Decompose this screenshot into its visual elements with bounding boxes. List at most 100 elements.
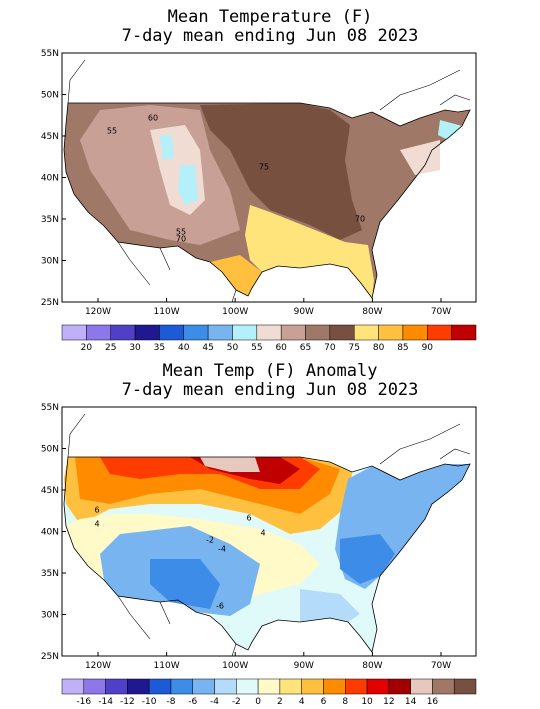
shaded-region: [150, 559, 220, 609]
colorbar-label: -8: [166, 697, 175, 707]
lat-label: 30N: [41, 611, 59, 621]
lon-label: 80W: [362, 307, 382, 317]
contour-label: 55: [107, 127, 117, 136]
lon-label: 100W: [222, 307, 248, 317]
lat-label: 25N: [41, 652, 59, 662]
contour-label: 75: [259, 163, 269, 172]
shaded-region: [300, 589, 360, 622]
colorbar-swatch: [86, 324, 111, 341]
contour-label: 4: [260, 529, 265, 538]
colorbar-label: -12: [120, 697, 135, 707]
colorbar-label: 0: [255, 697, 261, 707]
colorbar-label: 30: [129, 343, 141, 353]
contour-label: -4: [218, 545, 226, 554]
shaded-region: [80, 105, 240, 245]
colorbar-label: 4: [299, 697, 305, 707]
lon-label: 70W: [431, 661, 451, 671]
colorbar-label: 35: [154, 343, 165, 353]
colorbar-swatch: [183, 324, 209, 341]
lat-label: 50N: [41, 91, 59, 101]
colorbar-swatch: [427, 324, 452, 341]
colorbar-swatch: [402, 324, 428, 341]
colorbar-swatch: [214, 678, 237, 695]
contour-label: 70: [355, 215, 365, 224]
lon-label: 80W: [362, 661, 382, 671]
lat-label: 45N: [41, 132, 59, 142]
shaded-region: [178, 165, 198, 205]
colorbar-swatch: [236, 678, 259, 695]
colorbar-label: -4: [210, 697, 219, 707]
lat-label: 40N: [41, 174, 59, 184]
colorbar-swatch: [432, 678, 455, 695]
colorbar-label: 10: [361, 697, 373, 707]
mexico-coast: [117, 595, 237, 656]
colorbar-label: 50: [227, 343, 239, 353]
shaded-region: [438, 120, 462, 140]
colorbar-label: 70: [324, 343, 336, 353]
colorbar-label: 16: [427, 697, 439, 707]
colorbar-label: 65: [300, 343, 311, 353]
lon-label: 120W: [85, 661, 111, 671]
colorbar-swatch: [410, 678, 433, 695]
shaded-region: [340, 534, 395, 584]
us-outline: [63, 102, 471, 299]
colorbar-swatch: [134, 324, 160, 341]
colorbar-label: 12: [383, 697, 394, 707]
panel: Mean Temperature (F)7-day mean ending Ju…: [41, 7, 477, 353]
colorbar-label: -6: [188, 697, 197, 707]
colorbar-swatch: [301, 678, 324, 695]
colorbar-swatch: [110, 324, 136, 341]
colorbar-label: 75: [349, 343, 360, 353]
lat-label: 35N: [41, 215, 59, 225]
colorbar-swatch: [192, 678, 215, 695]
colorbar-swatch: [378, 324, 404, 341]
lat-label: 45N: [41, 486, 59, 496]
contour-label: 6: [246, 514, 251, 523]
colorbar-label: 25: [105, 343, 116, 353]
colorbar-swatch: [366, 678, 390, 695]
colorbar-label: 60: [275, 343, 287, 353]
lon-label: 100W: [222, 661, 248, 671]
lon-label: 90W: [294, 661, 314, 671]
colorbar-swatch: [345, 678, 368, 695]
colorbar-swatch: [83, 678, 106, 695]
colorbar-label: 2: [277, 697, 283, 707]
colorbar-label: 14: [405, 697, 417, 707]
panel-title: Mean Temp (F) Anomaly: [163, 361, 378, 381]
panel-title: Mean Temperature (F): [168, 7, 373, 27]
colorbar-swatch: [323, 678, 346, 695]
colorbar-swatch: [232, 324, 258, 341]
colorbar-label: 6: [321, 697, 327, 707]
shaded-region: [400, 140, 440, 175]
contour-label: 70: [176, 235, 186, 244]
colorbar-label: 85: [397, 343, 408, 353]
colorbar-swatch: [329, 324, 355, 341]
us-outline: [63, 456, 471, 653]
colorbar-swatch: [256, 324, 282, 341]
canada-coast: [67, 413, 471, 465]
contour-label: 55: [176, 228, 186, 237]
lat-label: 50N: [41, 445, 59, 455]
colorbar-label: -14: [98, 697, 113, 707]
panel-subtitle: 7-day mean ending Jun 08 2023: [122, 380, 419, 400]
colorbar-label: 80: [373, 343, 385, 353]
contour-label: -6: [216, 602, 224, 611]
colorbar-swatch: [388, 678, 411, 695]
colorbar-label: -16: [76, 697, 91, 707]
shaded-region: [200, 457, 260, 472]
colorbar-swatch: [127, 678, 150, 695]
shaded-region: [200, 103, 362, 240]
colorbar-swatch: [148, 678, 172, 695]
colorbar-swatch: [105, 678, 128, 695]
colorbar-label: 40: [178, 343, 190, 353]
panel-subtitle: 7-day mean ending Jun 08 2023: [122, 26, 419, 46]
colorbar-swatch: [279, 678, 302, 695]
colorbar-swatch: [451, 324, 477, 341]
colorbar-label: 20: [81, 343, 93, 353]
lat-label: 30N: [41, 257, 59, 267]
canada-coast: [67, 59, 471, 111]
colorbar-swatch: [159, 324, 185, 341]
lat-label: 55N: [41, 403, 59, 413]
colorbar-swatch: [61, 324, 87, 341]
